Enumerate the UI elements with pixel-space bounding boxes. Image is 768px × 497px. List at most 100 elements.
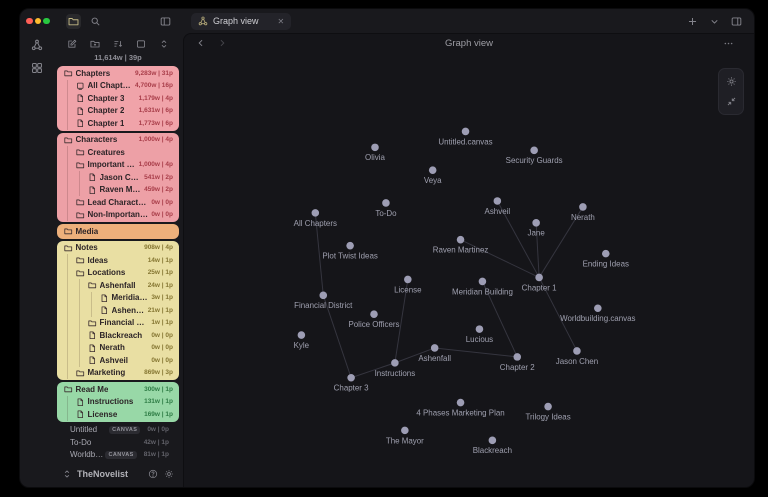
tree-item-chapters[interactable]: Chapters 9,283w | 31p [59, 67, 177, 80]
tree-item-jason-chen[interactable]: Jason Chen 541w | 2p [59, 171, 177, 184]
word-count: 1w | 1p [151, 319, 173, 327]
left-sidebar-toggle-icon[interactable] [158, 14, 173, 29]
tree-item-raven-martinez[interactable]: Raven Martinez459w | 2p [59, 183, 177, 196]
new-folder-icon[interactable] [88, 37, 102, 51]
tree-item-label: Instructions [87, 397, 134, 407]
graph-node-kyle[interactable] [297, 331, 306, 339]
folder-icon [76, 269, 85, 278]
graph-node-worldbuilding-canvas[interactable] [594, 304, 602, 313]
tree-item-read-me[interactable]: Read Me 300w | 1p [59, 383, 177, 396]
sort-order-icon[interactable] [111, 37, 125, 51]
tree-item-ashenfall[interactable]: Ashenfall 24w | 1p [59, 279, 177, 292]
tree-item-lead-characters[interactable]: Lead Characters 0w | 0p [59, 196, 177, 209]
help-icon[interactable] [147, 468, 159, 480]
graph-node-plot-twist-ideas[interactable] [346, 241, 354, 250]
close-window-button[interactable] [26, 17, 33, 25]
vault-switcher-icon[interactable] [61, 468, 73, 480]
graph-node-chapter-1[interactable] [535, 273, 543, 282]
layout-icon[interactable] [134, 37, 148, 51]
graph-icon[interactable] [29, 37, 45, 53]
graph-node-phases-marketing-plan[interactable] [456, 398, 465, 407]
tree-item-financial-district[interactable]: Financial District1w | 1p [59, 316, 177, 329]
word-count: 21w | 1p [147, 306, 173, 314]
tree-item-nerath[interactable]: Nerath 0w | 0p [59, 341, 177, 354]
graph-icon [198, 16, 208, 26]
collapse-all-icon[interactable] [157, 37, 171, 51]
graph-node-label: Ashenfall [418, 354, 451, 363]
graph-node-jason-chen[interactable] [573, 347, 581, 355]
graph-node-to-do[interactable] [382, 199, 390, 207]
settings-icon[interactable] [163, 468, 175, 480]
canvas-icon[interactable] [29, 60, 45, 76]
graph-node-instructions[interactable] [391, 359, 399, 367]
tree-item-to-do[interactable]: To-Do 42w | 1p [61, 436, 175, 449]
new-note-icon[interactable] [65, 37, 79, 51]
tree-item-non-important-charac[interactable]: Non-Important Charac...0w | 0p [59, 208, 177, 221]
graph-node-jane[interactable] [532, 219, 540, 227]
tree-item-all-chapters[interactable]: All Chapters 4,700w | 16p [59, 79, 177, 92]
tree-item-creatures[interactable]: Creatures [59, 146, 177, 159]
tree-item-worldbuilding[interactable]: WorldbuildingCANVAS 81w | 1p [61, 449, 175, 462]
tree-item-untitled[interactable]: Untitled CANVAS 0w | 0p [61, 424, 175, 437]
graph-settings-gear-icon[interactable] [724, 74, 739, 89]
word-count: 0w | 0p [151, 331, 173, 339]
close-icon[interactable]: ✕ [277, 16, 285, 26]
new-tab-icon[interactable] [685, 14, 700, 29]
search-icon[interactable] [88, 14, 103, 29]
graph-node-lucious[interactable] [475, 325, 484, 333]
graph-node-blackreach[interactable] [488, 436, 497, 445]
indent-guide [79, 291, 88, 304]
graph-node-ashveil[interactable] [493, 197, 502, 205]
graph-node-ashenfall[interactable] [430, 344, 439, 352]
tree-item-meridian-building[interactable]: Meridian Building3w | 1p [59, 291, 177, 304]
tree-item-chapter-1[interactable]: Chapter 1 1,773w | 6p [59, 117, 177, 130]
view-title: Graph view [444, 37, 494, 49]
graph-node-license[interactable] [404, 275, 412, 284]
graph-node-financial-district[interactable] [319, 291, 328, 300]
graph-node-olivia[interactable] [371, 143, 379, 152]
chevron-down-icon[interactable] [707, 14, 722, 29]
tree-item-marketing[interactable]: Marketing 869w | 3p [59, 366, 177, 379]
files-icon[interactable] [66, 13, 81, 29]
tree-item-characters[interactable]: Characters 1,000w | 4p [59, 134, 177, 147]
graph-node-chapter-3[interactable] [347, 373, 355, 382]
tree-item-label: Read Me [75, 384, 109, 394]
graph-canvas[interactable]: Untitled.canvas Security Guards Olivia Veya… [184, 52, 754, 487]
graph-node-raven-martinez[interactable] [456, 235, 465, 244]
tree-item-chapter-2[interactable]: Chapter 2 1,631w | 6p [59, 104, 177, 117]
vault-name[interactable]: TheNovelist [77, 469, 129, 479]
minimize-window-button[interactable] [34, 17, 41, 25]
more-options-icon[interactable] [721, 36, 744, 51]
tree-item-label: License [87, 409, 118, 419]
word-count: 1,000w | 4p [138, 136, 173, 144]
forward-icon[interactable] [215, 36, 229, 50]
graph-node-untitled-canvas[interactable] [461, 127, 470, 136]
graph-node-nerath[interactable] [579, 203, 587, 211]
graph-node-ending-ideas[interactable] [602, 249, 610, 258]
tree-item-license[interactable]: License 169w | 1p [59, 408, 177, 421]
folder-section-chapters: Chapters 9,283w | 31p All Chapters 4,700w |… [57, 66, 179, 131]
tree-item-blackreach[interactable]: Blackreach 0w | 0p [59, 329, 177, 342]
graph-node-police-officers[interactable] [370, 310, 378, 318]
tree-item-ideas[interactable]: Ideas 14w | 1p [59, 254, 177, 267]
graph-node-all-chapters[interactable] [311, 209, 320, 217]
graph-node-security-guards[interactable] [530, 146, 538, 155]
tree-item-ashveil[interactable]: Ashveil 0w | 0p [59, 354, 177, 367]
tree-item-chapter-3[interactable]: Chapter 3 1,179w | 4p [59, 92, 177, 105]
shrink-icon[interactable] [724, 94, 739, 109]
tree-item-ashenfall[interactable]: Ashenfall 21w | 1p [59, 304, 177, 317]
tree-item-media[interactable]: Media [59, 225, 177, 238]
graph-node-trilogy-ideas[interactable] [544, 402, 552, 411]
zoom-window-button[interactable] [43, 17, 50, 25]
back-icon[interactable] [194, 36, 208, 50]
right-sidebar-toggle-icon[interactable] [729, 14, 744, 29]
graph-node-the-mayor[interactable] [401, 426, 409, 435]
tab-graph-view[interactable]: Graph view ✕ [191, 12, 292, 30]
tree-item-locations[interactable]: Locations 25w | 1p [59, 266, 177, 279]
tree-item-notes[interactable]: Notes 908w | 4p [59, 242, 177, 255]
graph-node-meridian-building[interactable] [478, 277, 487, 286]
graph-node-chapter-2[interactable] [513, 353, 522, 361]
graph-node-veya[interactable] [428, 166, 437, 174]
tree-item-instructions[interactable]: Instructions 131w | 1p [59, 395, 177, 408]
